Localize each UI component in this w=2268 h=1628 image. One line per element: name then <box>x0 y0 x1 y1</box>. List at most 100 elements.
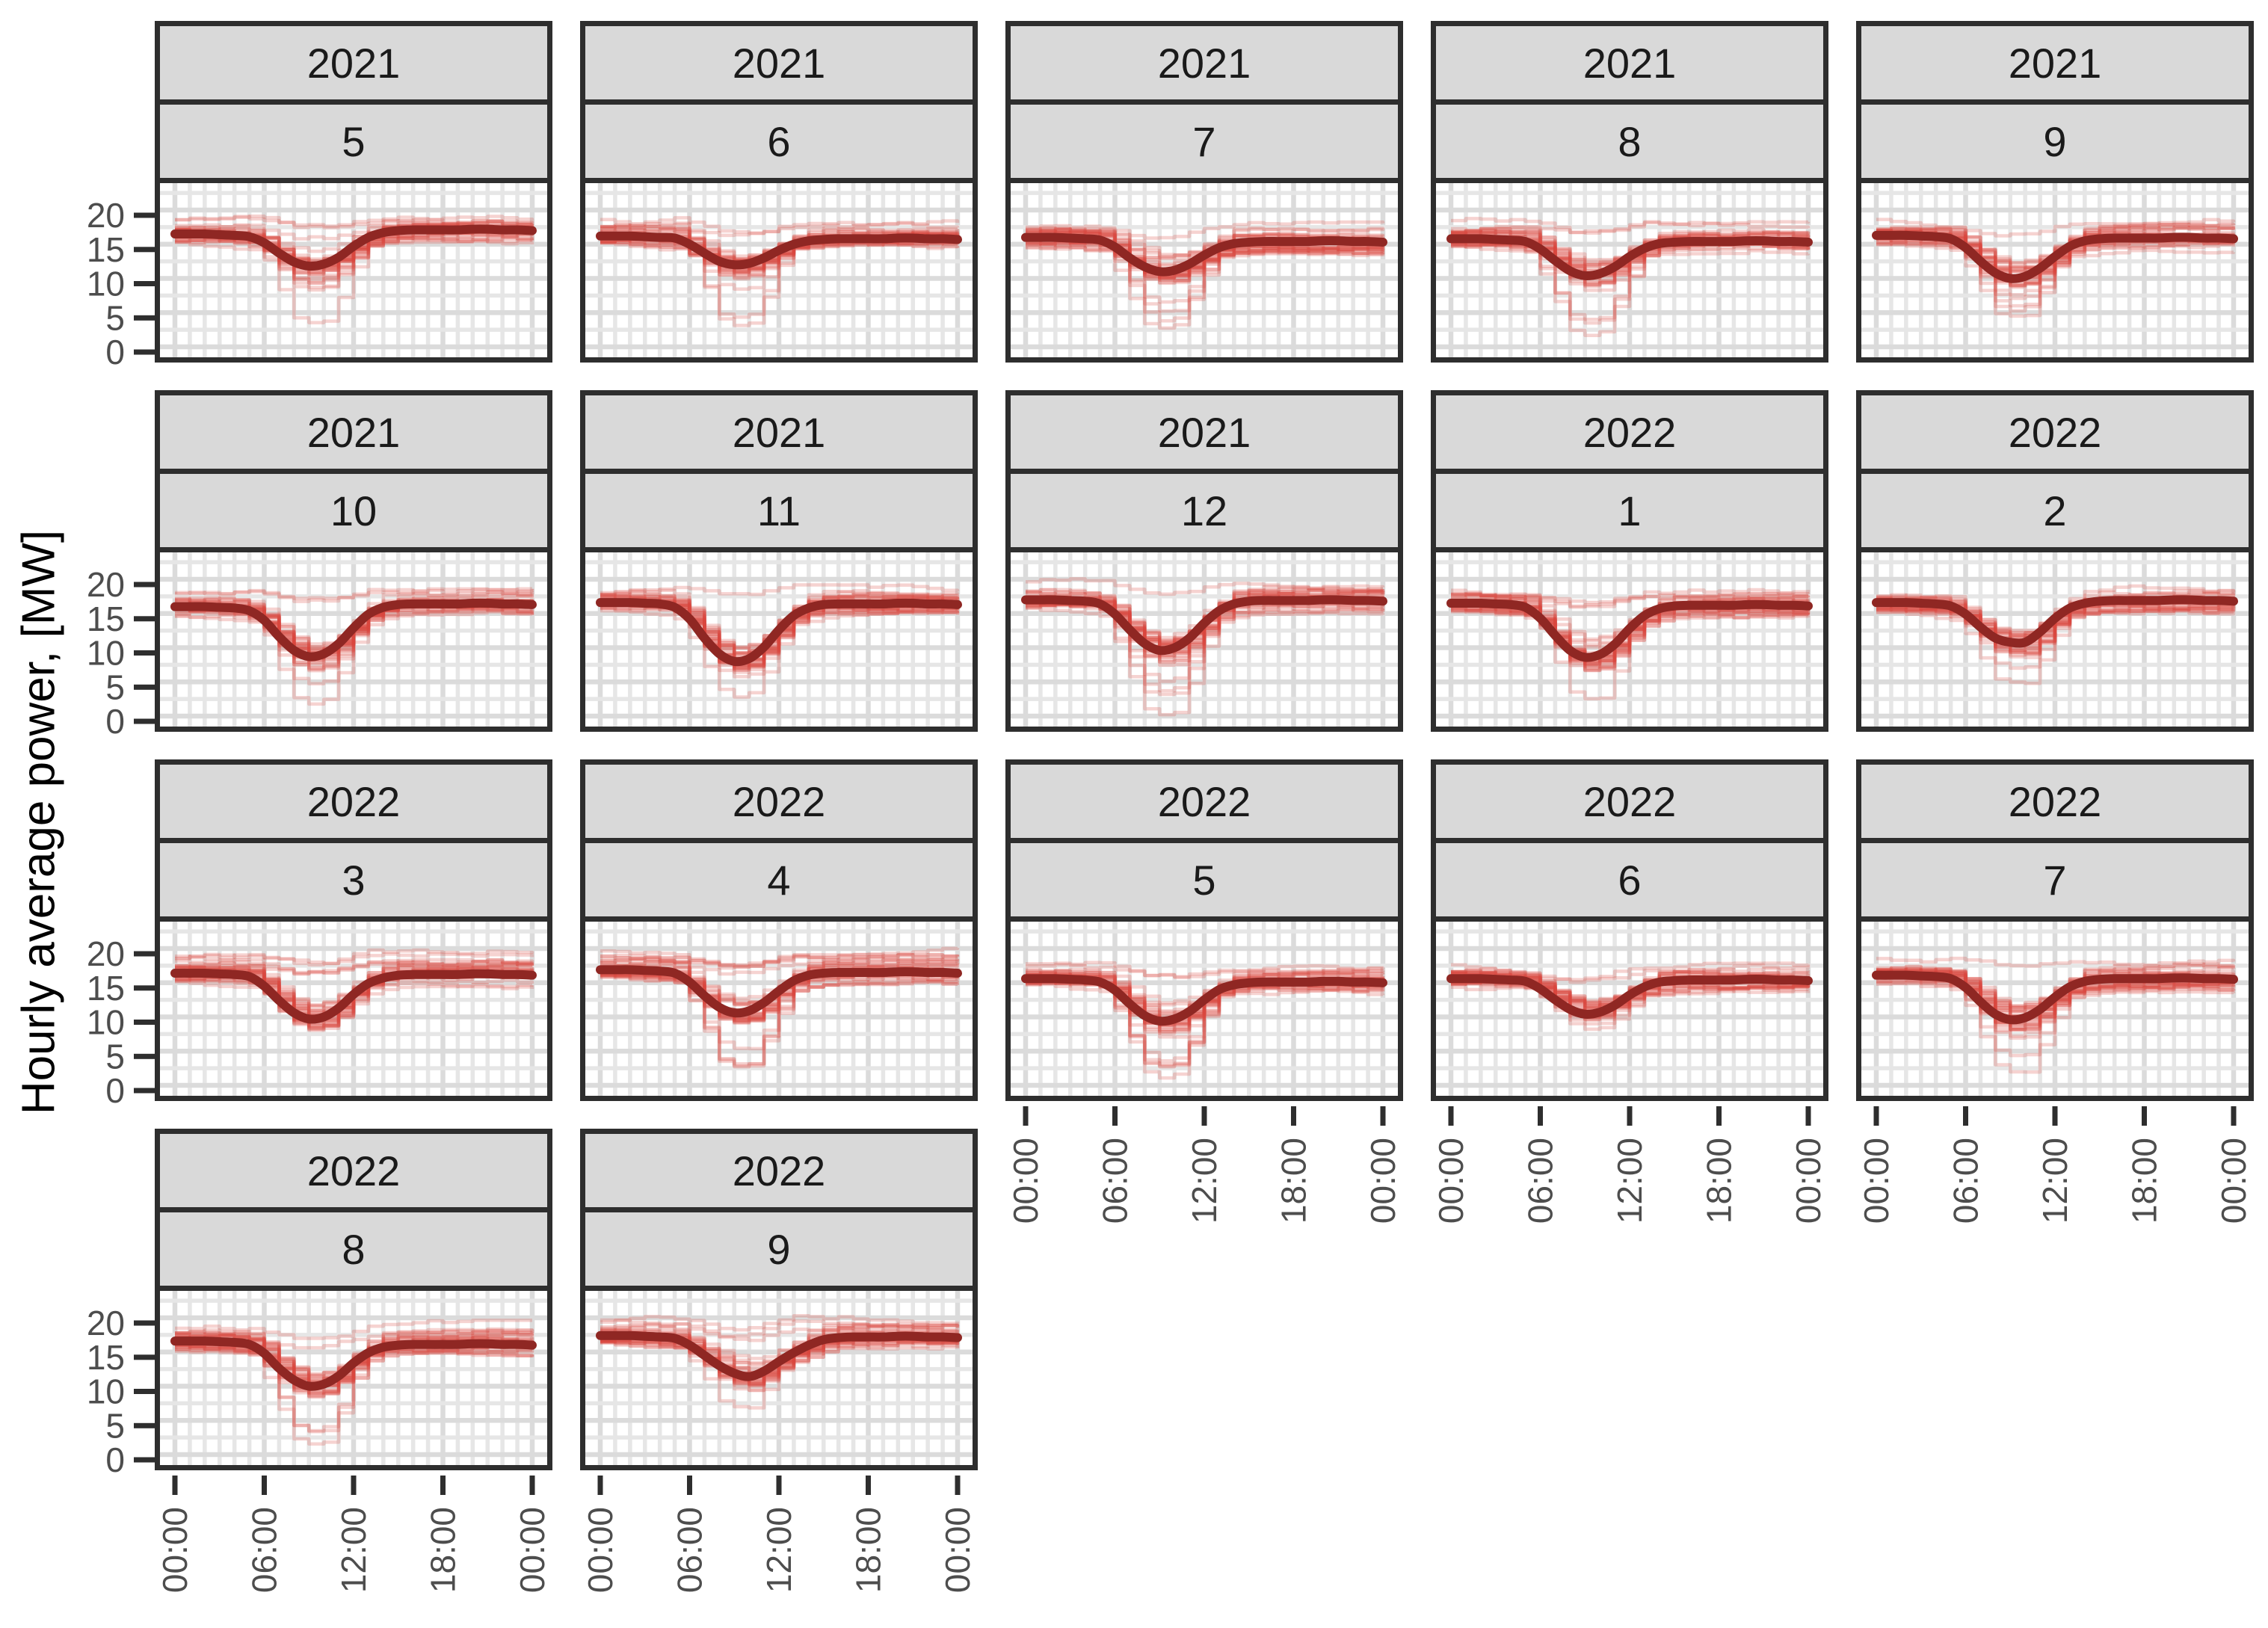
day-line <box>1876 956 2236 968</box>
y-tick-label: 15 <box>87 969 125 1008</box>
strip-year-label: 2022 <box>1157 777 1251 825</box>
day-line <box>1451 596 1811 657</box>
day-line <box>1451 220 1811 235</box>
day-line <box>1451 591 1811 608</box>
strip-year-label: 2021 <box>2008 39 2102 87</box>
x-tick-label: 12:00 <box>1610 1138 1649 1224</box>
mean-line <box>1872 230 2238 283</box>
y-tick-mark <box>134 684 155 690</box>
day-line <box>1451 217 1811 235</box>
x-tick-label: 00:00 <box>1363 1138 1402 1224</box>
facet-strip-month: 11 <box>580 469 978 552</box>
day-line <box>600 583 960 596</box>
panel-plot <box>1431 547 1828 732</box>
x-tick-label: 00:00 <box>1006 1138 1045 1224</box>
mean-line <box>1021 974 1387 1026</box>
facet-strip-year: 2022 <box>1856 390 2254 474</box>
day-line <box>175 948 534 966</box>
grid-lines <box>1861 183 2249 357</box>
strip-year-label: 2022 <box>1583 777 1677 825</box>
grid-lines <box>1861 922 2249 1096</box>
strip-month-label: 2 <box>2043 487 2067 534</box>
panel-plot-svg <box>585 183 973 357</box>
day-line <box>1451 588 1811 605</box>
x-tick-mark <box>1963 1106 1968 1126</box>
x-tick-mark <box>776 1476 782 1495</box>
x-axis: 00:00 06:00 12:00 18:00 00:00 <box>1432 1106 1828 1224</box>
x-tick-mark <box>2142 1106 2147 1126</box>
facet-strip-year: 2022 <box>1431 759 1828 843</box>
day-line <box>600 241 960 281</box>
strip-year-label: 2022 <box>732 1147 826 1194</box>
y-tick-mark <box>134 1389 155 1394</box>
day-line <box>175 1329 534 1376</box>
day-line <box>600 1321 960 1366</box>
strip-month-label: 7 <box>1192 117 1216 165</box>
x-tick-mark <box>1627 1106 1633 1126</box>
facet-strip-year: 2022 <box>580 1129 978 1212</box>
day-line <box>1451 602 1811 668</box>
day-line <box>600 1339 960 1381</box>
mean-line <box>170 598 537 662</box>
facet-strip-year: 2021 <box>1856 21 2254 105</box>
mean-line <box>596 1331 962 1381</box>
strip-month-label: 8 <box>342 1225 366 1273</box>
facet-2022-1: 2022 1 <box>1431 390 1828 732</box>
facet-strip-month: 2 <box>1856 469 2254 552</box>
facet-2022-5: 2022 5 00:00 06:00 12:00 18:00 00:00 <box>1005 759 1403 1224</box>
panel-plot <box>1431 178 1828 363</box>
strip-month-label: 1 <box>1618 487 1642 534</box>
day-line <box>600 955 960 1069</box>
x-tick-mark <box>1201 1106 1207 1126</box>
strip-month-label: 11 <box>756 487 801 534</box>
mean-line <box>1021 595 1387 656</box>
day-line <box>175 1328 534 1387</box>
facet-strip-month: 8 <box>1431 99 1828 183</box>
panel-plot-svg <box>585 1291 973 1465</box>
day-line <box>1876 223 2236 265</box>
grid-lines <box>160 1291 547 1465</box>
day-line <box>175 1328 534 1384</box>
strip-month-label: 9 <box>767 1225 791 1273</box>
day-line <box>1026 226 1385 323</box>
facet-strip-month: 8 <box>155 1207 552 1291</box>
day-line <box>175 952 534 967</box>
x-tick-mark <box>1538 1106 1543 1126</box>
strip-month-label: 6 <box>767 117 791 165</box>
day-line <box>175 1331 534 1433</box>
day-line <box>175 214 534 229</box>
y-tick-mark <box>134 281 155 286</box>
day-line <box>600 216 960 235</box>
y-tick-label: 10 <box>87 634 125 673</box>
mean-line <box>1446 974 1813 1019</box>
day-line <box>175 215 534 228</box>
mean-line <box>170 968 537 1024</box>
y-tick-mark <box>134 985 155 991</box>
mean-line <box>1872 595 2238 648</box>
x-axis: 00:00 06:00 12:00 18:00 00:00 <box>1006 1106 1402 1224</box>
mean-line <box>1446 598 1813 662</box>
x-tick-label: 18:00 <box>1275 1138 1313 1224</box>
facet-strip-month: 3 <box>155 838 552 922</box>
day-line <box>600 593 960 659</box>
y-tick-label: 0 <box>105 333 125 368</box>
panel-plot <box>580 916 978 1101</box>
facet-strip-month: 4 <box>580 838 978 922</box>
x-tick-mark <box>172 1476 178 1495</box>
y-tick-mark <box>134 349 155 355</box>
facet-strip-month: 6 <box>580 99 978 183</box>
panel-plot-svg <box>1436 183 1823 357</box>
facet-strip-month: 5 <box>1005 838 1403 922</box>
day-line <box>1026 969 1385 1005</box>
day-line <box>600 602 960 669</box>
strip-year-label: 2022 <box>306 1147 401 1194</box>
facet-strip-month: 7 <box>1005 99 1403 183</box>
facet-2022-3: 2022 3 20 15 10 5 0 <box>87 759 552 1106</box>
day-line <box>1026 230 1385 313</box>
y-tick-mark <box>134 1320 155 1326</box>
day-line <box>1876 225 2236 308</box>
x-tick-label: 06:00 <box>1096 1138 1135 1224</box>
strip-month-label: 5 <box>1192 856 1216 904</box>
mean-line <box>1446 234 1813 280</box>
